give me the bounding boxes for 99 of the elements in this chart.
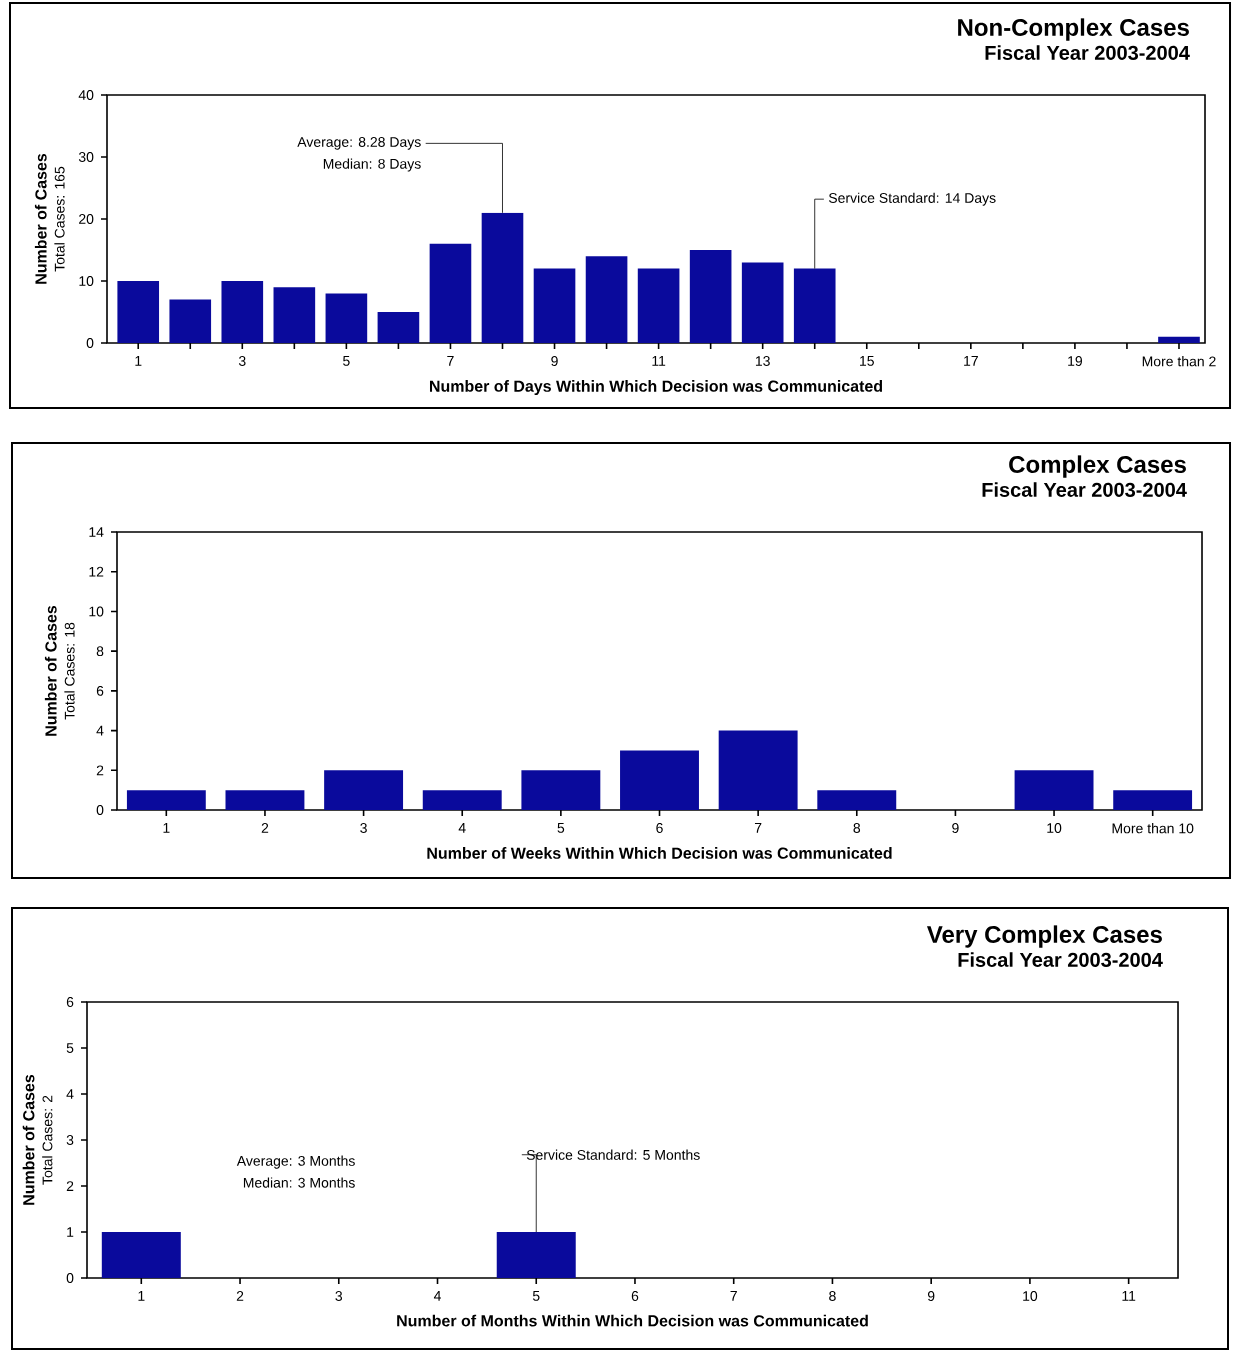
bar (1158, 336, 1200, 344)
x-tick-label: 11 (652, 356, 666, 366)
bar (817, 790, 897, 811)
y-axis-title: Number of Cases (34, 153, 47, 284)
annotation: Median: 3 Months (243, 1177, 355, 1188)
x-tick-label: 3 (238, 356, 246, 366)
x-tick-label: 2 (236, 1291, 244, 1301)
x-tick-label: 1 (138, 1291, 145, 1301)
text: Total Cases: 165 (54, 166, 65, 272)
x-tick-label: 17 (964, 356, 978, 366)
x-tick-label: 15 (860, 356, 874, 366)
text: Total Cases: 2 (42, 1095, 53, 1185)
bar (533, 268, 576, 344)
x-tick-label: 4 (433, 1291, 441, 1301)
x-tick-label: 1 (135, 356, 142, 366)
y-tick-label: 5 (66, 1043, 74, 1053)
chart-title: Non-Complex Cases (958, 18, 1189, 41)
x-tick-label: 4 (458, 823, 466, 833)
text: Total Cases: 18 (64, 622, 75, 720)
x-axis-title: Number of Months Within Which Decision was Communicated (397, 1314, 868, 1327)
x-tick-label: More than 2 (1142, 356, 1216, 367)
bar (718, 730, 798, 811)
x-tick-label: 6 (656, 823, 663, 833)
y-tick-label: 14 (89, 527, 104, 537)
x-axis-title: Number of Days Within Which Decision was Communicated (430, 380, 883, 396)
y-tick-label: 10 (79, 276, 94, 286)
annotation: Average: 3 Months (236, 1155, 355, 1169)
y-tick-label: 30 (78, 152, 94, 162)
x-tick-label: 10 (1047, 823, 1062, 833)
x-tick-label: 11 (1122, 1291, 1136, 1301)
chart-subtitle: Fiscal Year 2003-2004 (958, 952, 1163, 967)
annotation: Median: 8 Days (323, 158, 421, 172)
y-tick-label: 4 (66, 1089, 74, 1099)
bar (225, 790, 305, 811)
y-axis-title: Number of Cases (22, 1074, 35, 1205)
bar (1014, 770, 1094, 811)
annotation: Service Standard: 5 Months (526, 1149, 700, 1160)
y-tick-label: 12 (89, 566, 104, 577)
y-tick-label: 6 (96, 685, 104, 696)
annotation: Service Standard: 14 Days (828, 192, 996, 206)
bar (620, 750, 699, 811)
bar (793, 268, 836, 344)
y-tick-label: 1 (67, 1227, 74, 1237)
bar (521, 770, 601, 811)
y-tick-label: 0 (86, 338, 94, 348)
bar (741, 262, 784, 344)
bar (324, 770, 404, 811)
chart-title: Very Complex Cases (926, 925, 1162, 948)
bar (221, 281, 264, 344)
y-tick-label: 0 (96, 805, 104, 815)
y-tick-label: 10 (89, 606, 104, 617)
y-tick-label: 20 (79, 214, 94, 224)
x-tick-label: 3 (360, 823, 367, 833)
x-tick-label: 7 (730, 1291, 737, 1301)
y-tick-label: 6 (66, 997, 74, 1007)
bar (481, 212, 524, 344)
y-tick-label: 3 (66, 1135, 74, 1145)
x-tick-label: 5 (532, 1291, 540, 1301)
bar (637, 268, 680, 344)
x-tick-label: 5 (343, 356, 350, 366)
x-tick-label: 10 (1023, 1291, 1038, 1301)
y-tick-label: 2 (66, 1181, 74, 1191)
x-tick-label: 5 (557, 823, 565, 833)
x-tick-label: 2 (261, 823, 269, 833)
y-tick-label: 2 (96, 765, 104, 776)
bar (689, 250, 732, 344)
bar (585, 256, 628, 344)
y-tick-label: 0 (66, 1273, 74, 1283)
bar (429, 243, 472, 344)
y-tick-label: 4 (96, 725, 104, 736)
x-tick-label: 7 (754, 823, 762, 833)
bar (117, 281, 160, 344)
bar (126, 790, 206, 811)
bar (273, 287, 316, 344)
bar (325, 293, 368, 344)
x-tick-label: 9 (927, 1291, 935, 1301)
x-tick-label: 9 (952, 823, 959, 833)
y-tick-label: 8 (96, 646, 104, 657)
x-tick-label: 9 (551, 356, 558, 366)
x-tick-label: 3 (335, 1291, 343, 1301)
x-tick-label: 7 (447, 356, 454, 366)
x-tick-label: 8 (829, 1291, 836, 1301)
annotation: Average: 8.28 Days (297, 137, 421, 150)
x-tick-label: More than 10 (1112, 823, 1194, 834)
x-tick-label: 19 (1068, 356, 1083, 366)
x-tick-label: 8 (853, 823, 861, 833)
x-tick-label: 6 (631, 1291, 639, 1301)
chart-subtitle: Fiscal Year 2003-2004 (985, 45, 1190, 60)
bar (377, 312, 420, 344)
x-tick-label: 13 (755, 356, 770, 366)
y-axis-title: Number of Cases (44, 605, 57, 736)
chart-subtitle: Fiscal Year 2003-2004 (982, 482, 1187, 497)
x-axis-title: Number of Weeks Within Which Decision was Communicated (427, 847, 892, 859)
y-tick-label: 40 (78, 90, 94, 100)
chart-title: Complex Cases (1009, 455, 1186, 478)
bar (1113, 790, 1193, 811)
x-tick-label: 1 (163, 823, 170, 833)
bar (422, 790, 502, 811)
bar (169, 299, 212, 344)
